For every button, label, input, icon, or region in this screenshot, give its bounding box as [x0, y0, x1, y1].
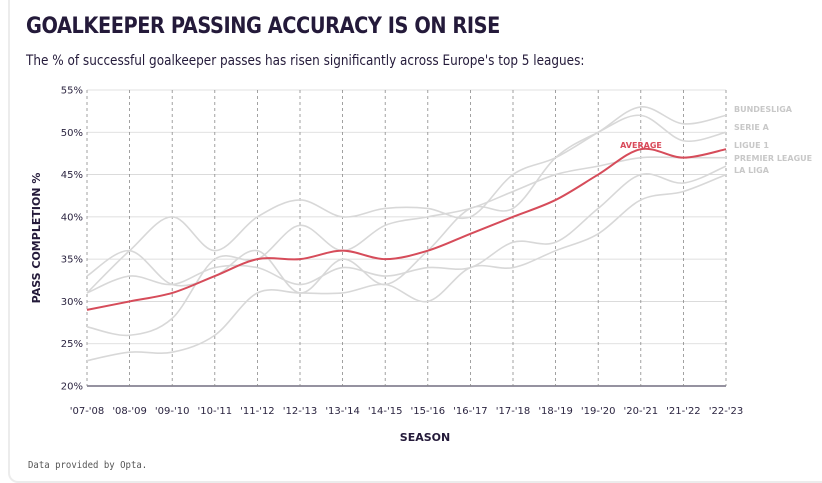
- y-tick-label: 45%: [61, 170, 83, 181]
- series-line-average: [86, 147, 727, 311]
- x-tick-label: '13-'14: [325, 406, 360, 417]
- y-tick-label: 55%: [61, 86, 83, 97]
- chart-subtitle: The % of successful goalkeeper passes ha…: [26, 53, 585, 69]
- x-tick-label: '17-'18: [496, 406, 531, 417]
- series-label-average: AVERAGE: [620, 141, 662, 150]
- y-tick-label: 20%: [61, 382, 83, 393]
- average-series: [86, 147, 727, 311]
- y-tick-label: 50%: [61, 128, 83, 139]
- series-labels: BUNDESLIGA SERIE A LIGUE 1 PREMIER LEAGUE LA…: [620, 105, 812, 175]
- data-source-note: Data provided by Opta.: [28, 460, 148, 471]
- x-tick-label: '09-'10: [155, 406, 190, 417]
- x-tick-label: '07-'08: [70, 406, 105, 417]
- x-tick-label: '12-'13: [283, 406, 318, 417]
- page-title: GOALKEEPER PASSING ACCURACY IS ON RISE: [26, 14, 500, 39]
- x-tick-label: '19-'20: [581, 406, 616, 417]
- x-tick-label: '16-'17: [453, 406, 488, 417]
- x-axis-title: SEASON: [400, 431, 450, 444]
- y-tick-label: 40%: [61, 212, 83, 223]
- y-tick-label: 35%: [61, 255, 83, 266]
- x-tick-label: '20-'21: [624, 406, 659, 417]
- series-line-bundesliga: [86, 106, 727, 294]
- x-tick-label: '22-'23: [709, 406, 744, 417]
- series-line-ligue-1: [86, 156, 726, 337]
- y-tick-label: 30%: [61, 297, 83, 308]
- chart-card: [8, 0, 822, 483]
- x-tick-label: '11-'12: [240, 406, 275, 417]
- x-tick-label: '21-'22: [666, 406, 701, 417]
- x-tick-label: '15-'16: [411, 406, 446, 417]
- x-axis-ticks: '07-'08 '08-'09 '09-'10 '10-'11 '11-'12 '12-'…: [70, 406, 744, 417]
- series-label-bundesliga: BUNDESLIGA: [734, 105, 793, 114]
- y-axis-title: PASS COMPLETION %: [30, 173, 43, 304]
- series-line-premier-league: [86, 165, 727, 294]
- x-tick-label: '08-'09: [112, 406, 147, 417]
- x-tick-label: '14-'15: [368, 406, 403, 417]
- horizontal-gridlines: [87, 89, 726, 387]
- series-line-la-liga: [86, 173, 727, 362]
- series-label-ligue-1: LIGUE 1: [734, 141, 769, 150]
- series-label-serie-a: SERIE A: [734, 123, 770, 132]
- y-axis-ticks: 20% 25% 30% 35% 40% 45% 50% 55%: [61, 86, 83, 393]
- y-tick-label: 25%: [61, 339, 83, 350]
- vertical-gridlines: [86, 90, 727, 386]
- series-label-la-liga: LA LIGA: [734, 166, 770, 175]
- x-tick-label: '18-'19: [538, 406, 573, 417]
- x-tick-label: '10-'11: [198, 406, 233, 417]
- series-label-premier-league: PREMIER LEAGUE: [734, 154, 812, 163]
